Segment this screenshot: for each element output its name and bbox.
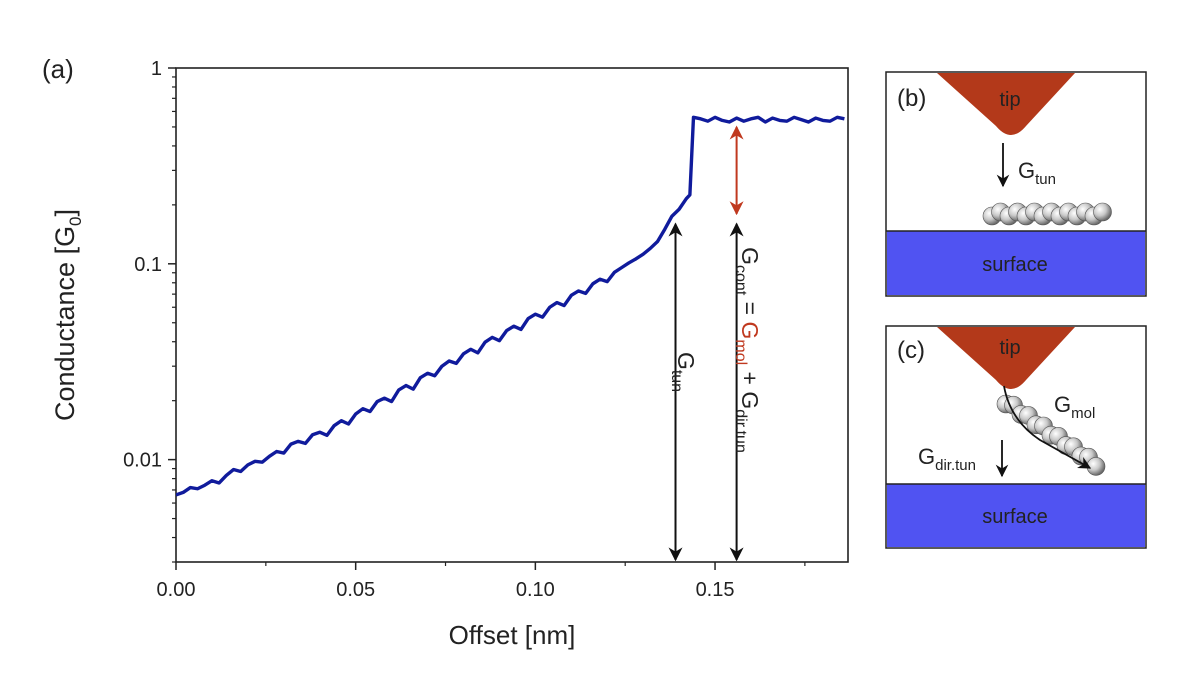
y-axis-label-sub: 0 xyxy=(66,216,85,225)
y-tick-label: 1 xyxy=(151,58,162,80)
inset-b: tip surface (b) Gtun xyxy=(885,71,1147,297)
inset-c-gdir-label: Gdir.tun xyxy=(918,444,976,474)
x-tick-label: 0.10 xyxy=(516,579,555,601)
x-tick-label: 0.00 xyxy=(157,579,196,601)
y-tick-label: 0.01 xyxy=(123,450,162,472)
x-tick-label: 0.05 xyxy=(336,579,375,601)
inset-b-label: (b) xyxy=(897,85,926,112)
inset-b-gtun-label: Gtun xyxy=(1018,158,1056,188)
gtun-annotation: Gtun xyxy=(668,352,699,392)
inset-b-surface-label: surface xyxy=(982,254,1048,276)
inset-b-tip-label: tip xyxy=(999,89,1020,111)
y-axis-label-close: ] xyxy=(50,209,80,217)
y-axis-label: Conductance [G0] xyxy=(50,209,85,421)
x-axis-label: Offset [nm] xyxy=(449,620,576,650)
plot-frame xyxy=(175,67,849,563)
inset-b-molecule xyxy=(982,202,1112,226)
inset-c-label: (c) xyxy=(897,337,925,364)
inset-c-gmol-arrow xyxy=(1003,385,1092,469)
x-axis-ticks: 0.00 0.05 0.10 0.15 xyxy=(157,562,806,601)
y-axis-ticks: 0.01 0.1 1 xyxy=(123,58,176,563)
panel-a-label: (a) xyxy=(42,54,74,84)
inset-b-surface xyxy=(887,231,1145,295)
gcont-annotation: Gcont = Gmol + Gdir.tun xyxy=(732,247,763,453)
atom xyxy=(1093,202,1112,222)
inset-c-tip xyxy=(937,327,1075,389)
inset-c-gmol-label: Gmol xyxy=(1054,392,1095,422)
y-tick-label: 0.1 xyxy=(134,254,162,276)
inset-c-tip-label: tip xyxy=(999,337,1020,359)
x-tick-label: 0.15 xyxy=(696,579,735,601)
inset-c-surface-label: surface xyxy=(982,506,1048,528)
conductance-line xyxy=(176,115,845,497)
atom xyxy=(1086,457,1106,476)
y-axis-label-main: Conductance [G xyxy=(50,226,80,421)
inset-c: tip surface (c) Gmol Gdir.tun xyxy=(885,325,1147,549)
inset-c-surface xyxy=(887,484,1145,547)
inset-b-tip xyxy=(937,73,1075,135)
